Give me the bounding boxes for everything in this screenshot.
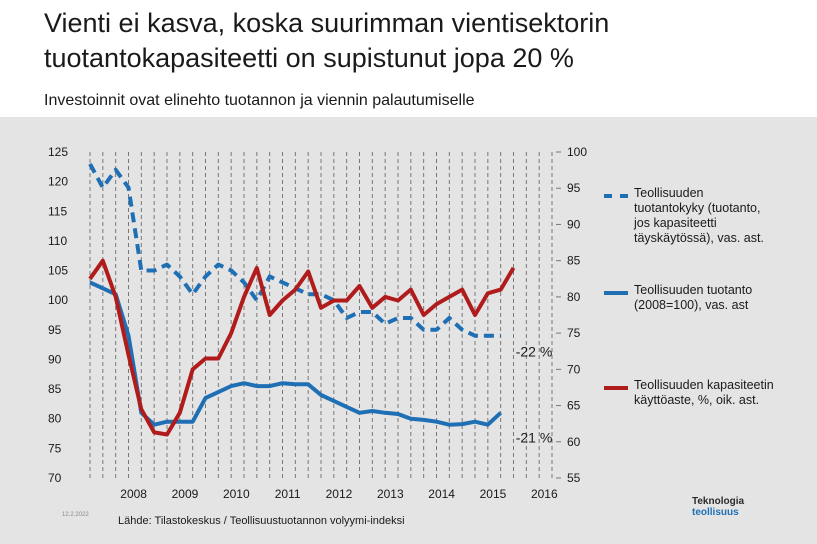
legend-label: Teollisuuden kapasiteetin käyttöaste, %,… [634, 378, 774, 407]
right-tick-label: 85 [567, 254, 581, 268]
left-tick-label: 80 [48, 412, 62, 426]
series-line-3 [88, 258, 516, 437]
vertical-gridlines [89, 152, 553, 478]
annotation-label: -22 % [516, 343, 553, 359]
x-tick-label: 2012 [326, 487, 353, 501]
series-line-2 [89, 280, 503, 427]
slide-date: 12.2.2022 [62, 512, 89, 518]
right-tick-label: 75 [567, 326, 581, 340]
right-tick-label: 55 [567, 471, 581, 485]
annotation-label: -21 % [516, 429, 553, 445]
left-tick-label: 70 [48, 471, 62, 485]
series-lines [88, 162, 516, 437]
chart-annotations: -22 % -21 % [516, 343, 553, 445]
legend-item-utilization: Teollisuuden kapasiteetin käyttöaste, %,… [604, 378, 774, 448]
right-tick-label: 65 [567, 399, 581, 413]
legend-swatch-dashed-blue [604, 194, 628, 198]
page-subtitle: Investoinnit ovat elinehto tuotannon ja … [44, 92, 475, 109]
x-axis-ticks: 2008 2009 2010 2011 2012 2013 2014 2015 2016 [120, 487, 558, 501]
left-tick-label: 85 [48, 382, 62, 396]
legend-item-production: Teollisuuden tuotanto (2008=100), vas. a… [604, 283, 774, 333]
right-tick-label: 90 [567, 217, 581, 231]
x-tick-label: 2011 [275, 487, 301, 501]
left-tick-label: 110 [48, 234, 67, 248]
right-tick-label: 95 [567, 181, 581, 195]
left-tick-label: 125 [48, 145, 68, 159]
x-tick-label: 2014 [428, 487, 455, 501]
left-tick-label: 105 [48, 264, 68, 278]
legend-swatch-red [604, 386, 628, 390]
legend-label: Teollisuuden tuotantokyky (tuotanto, jos… [634, 186, 764, 245]
legend-swatch-solid-blue [604, 291, 628, 295]
x-tick-label: 2010 [223, 487, 250, 501]
x-tick-label: 2015 [480, 487, 507, 501]
legend-label: Teollisuuden tuotanto (2008=100), vas. a… [634, 283, 753, 312]
x-tick-label: 2009 [172, 487, 199, 501]
x-tick-label: 2016 [531, 487, 558, 501]
right-axis-ticks: 100 95 90 85 80 75 70 65 60 55 [556, 145, 587, 485]
logo-line-2: teollisuus [692, 507, 739, 518]
left-tick-label: 95 [48, 323, 62, 337]
chart-panel [0, 117, 817, 544]
x-tick-label: 2013 [377, 487, 404, 501]
right-tick-label: 70 [567, 362, 581, 376]
x-tick-label: 2008 [120, 487, 147, 501]
right-tick-label: 80 [567, 290, 581, 304]
legend-item-capacity: Teollisuuden tuotantokyky (tuotanto, jos… [604, 186, 774, 286]
left-tick-label: 120 [48, 175, 68, 189]
right-tick-label: 100 [567, 145, 587, 159]
brand-logo: Teknologia teollisuus [692, 496, 782, 518]
left-tick-label: 100 [48, 293, 68, 307]
right-tick-label: 60 [567, 435, 581, 449]
left-tick-label: 115 [48, 204, 67, 218]
source-note: Lähde: Tilastokeskus / Teollisuustuotann… [118, 515, 405, 527]
left-tick-label: 75 [48, 441, 62, 455]
logo-line-1: Teknologia [692, 496, 745, 507]
left-tick-label: 90 [48, 352, 62, 366]
left-axis-ticks: 125 120 115 110 105 100 95 90 85 80 75 70 [48, 145, 68, 485]
page-title: Vienti ei kasva, koska suurimman vientis… [44, 8, 610, 73]
